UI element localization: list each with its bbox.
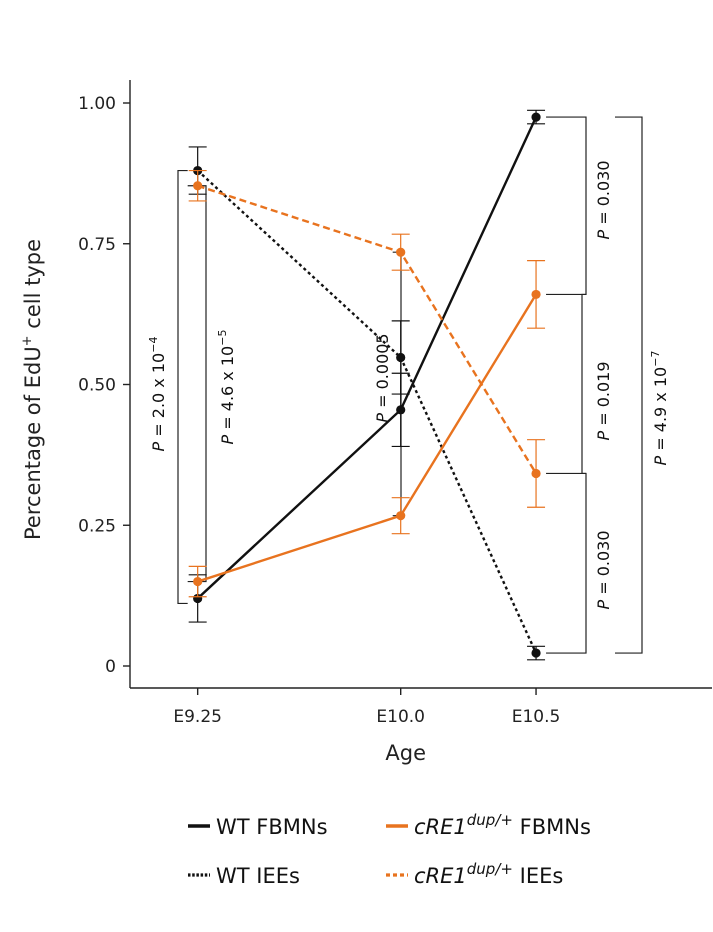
p-value-label: P = 0.0005 bbox=[373, 333, 392, 422]
axes: 0 0.25 0.50 0.75 1.00 E9.25 E10.0 E10.5 Age Perce… bbox=[20, 80, 712, 765]
x-tick-label: E10.5 bbox=[512, 707, 561, 727]
bracket-e105-fbmn bbox=[546, 116, 587, 296]
series-group bbox=[188, 109, 546, 661]
p-value-label: P = 4.6 x 10−5 bbox=[216, 330, 237, 445]
legend-label: WT IEEs bbox=[216, 864, 300, 888]
legend-item-mut_fbmn: cRE1dup/+ FBMNs bbox=[386, 811, 591, 839]
data-point-mut_fbmn bbox=[193, 576, 203, 587]
bracket-e100-cre1 bbox=[392, 251, 402, 517]
legend-item-wt_fbmn: WT FBMNs bbox=[188, 815, 328, 839]
y-tick-label: 0.50 bbox=[78, 376, 116, 396]
data-point-wt_fbmn bbox=[193, 593, 203, 604]
x-axis-label: Age bbox=[385, 741, 426, 765]
series-wt_fbmn bbox=[188, 109, 546, 623]
y-tick-label: 1.00 bbox=[78, 94, 116, 114]
p-value-label: P = 0.030 bbox=[594, 160, 613, 239]
p-value-label: P = 0.019 bbox=[594, 361, 613, 440]
legend-label: cRE1dup/+ FBMNs bbox=[414, 811, 591, 839]
data-point-wt_fbmn bbox=[396, 405, 406, 415]
series-mut_iee bbox=[188, 169, 546, 508]
significance-brackets bbox=[177, 116, 643, 654]
x-tick-label: E9.25 bbox=[173, 707, 222, 727]
series-line-mut_fbmn bbox=[197, 293, 538, 583]
data-point-mut_iee bbox=[193, 181, 203, 191]
p-value-annotations: P = 2.0 x 10−4 P = 4.6 x 10−5 P = 0.0005 P … bbox=[147, 160, 670, 609]
y-tick-label: 0.25 bbox=[78, 516, 116, 536]
legend: WT FBMNs WT IEEs cRE1dup/+ FBMNs cRE1dup/+ … bbox=[188, 811, 591, 888]
legend-label: WT FBMNs bbox=[216, 815, 328, 839]
bracket-e105-wt bbox=[615, 116, 643, 654]
data-point-mut_iee bbox=[396, 247, 406, 257]
x-tick-label: E10.0 bbox=[376, 707, 425, 727]
data-point-wt_iee bbox=[531, 648, 541, 658]
bracket-e925-cre1 bbox=[187, 185, 207, 583]
y-tick-label: 0 bbox=[105, 657, 116, 677]
data-point-wt_iee bbox=[396, 352, 406, 363]
data-point-wt_fbmn bbox=[531, 112, 541, 122]
data-point-mut_iee bbox=[531, 468, 541, 479]
data-point-mut_fbmn bbox=[396, 511, 406, 521]
series-wt_iee bbox=[188, 146, 546, 661]
legend-item-mut_iee: cRE1dup/+ IEEs bbox=[386, 860, 563, 888]
series-mut_fbmn bbox=[188, 260, 546, 598]
series-line-wt_iee bbox=[196, 169, 538, 654]
p-value-label: P = 4.9 x 10−7 bbox=[649, 351, 670, 466]
legend-item-wt_iee: WT IEEs bbox=[188, 864, 300, 888]
p-value-label: P = 0.030 bbox=[594, 530, 613, 609]
bracket-e105-iee bbox=[546, 472, 587, 654]
bracket-e105-cre1 bbox=[581, 293, 586, 475]
legend-label: cRE1dup/+ IEEs bbox=[414, 860, 563, 888]
p-value-label: P = 2.0 x 10−4 bbox=[147, 337, 168, 452]
bracket-e925-wt bbox=[177, 169, 188, 605]
data-point-mut_fbmn bbox=[531, 289, 541, 300]
y-axis-label: Percentage of EdU+ cell type bbox=[20, 239, 45, 540]
y-tick-label: 0.75 bbox=[78, 235, 116, 255]
